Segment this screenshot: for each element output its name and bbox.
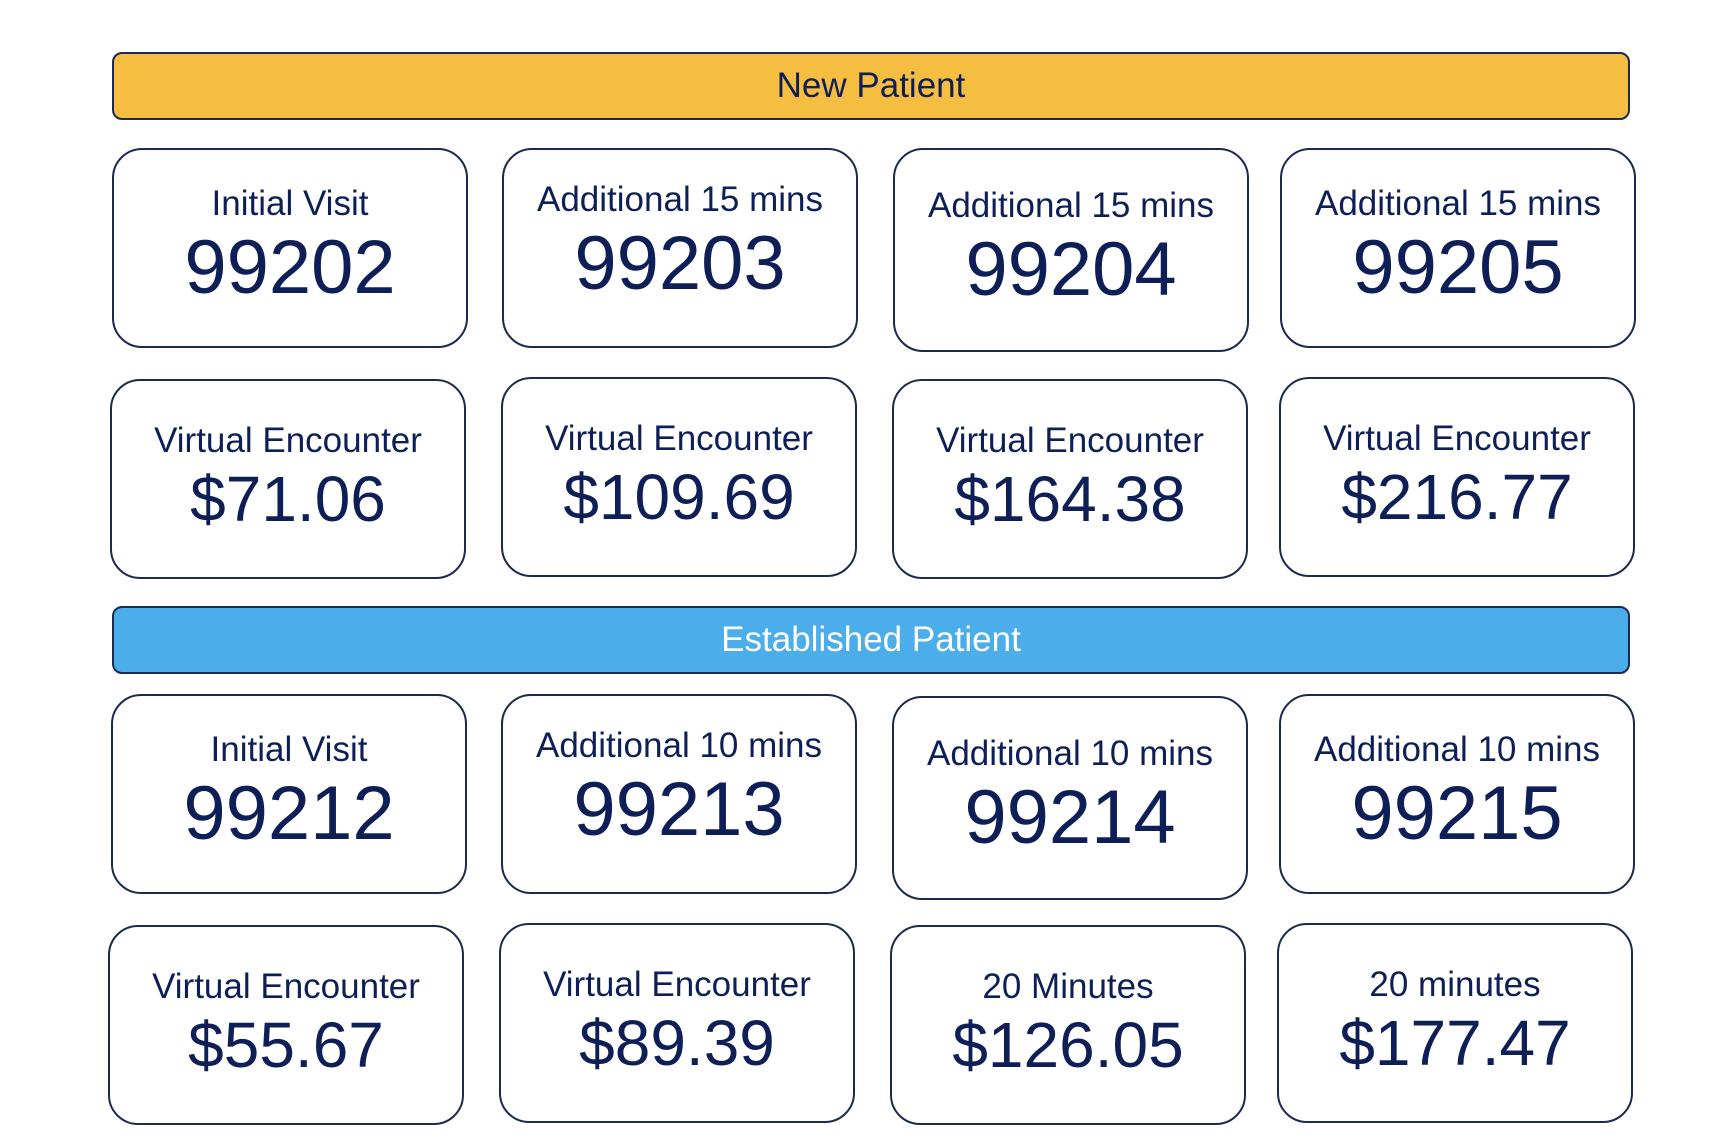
established-patient-code-card-4: Additional 10 mins 99215 — [1279, 694, 1635, 894]
card-label: Initial Visit — [210, 730, 368, 769]
established-patient-price-card-1: Virtual Encounter $55.67 — [108, 925, 464, 1125]
card-price: $55.67 — [188, 1009, 384, 1081]
card-label: Additional 10 mins — [536, 726, 822, 765]
card-code: 99215 — [1351, 771, 1563, 856]
new-patient-banner: New Patient — [112, 52, 1630, 120]
new-patient-title: New Patient — [776, 66, 966, 105]
card-code: 99214 — [964, 775, 1176, 860]
card-price: $109.69 — [563, 461, 795, 533]
card-label: Virtual Encounter — [543, 965, 811, 1004]
card-code: 99212 — [183, 771, 395, 856]
established-patient-code-card-2: Additional 10 mins 99213 — [501, 694, 857, 894]
card-price: $216.77 — [1341, 461, 1573, 533]
card-label: Additional 10 mins — [927, 734, 1213, 773]
card-label: 20 Minutes — [982, 967, 1154, 1006]
card-label: Virtual Encounter — [1323, 419, 1591, 458]
new-patient-price-card-2: Virtual Encounter $109.69 — [501, 377, 857, 577]
card-label: Additional 15 mins — [537, 180, 823, 219]
card-label: Initial Visit — [211, 184, 369, 223]
new-patient-code-card-4: Additional 15 mins 99205 — [1280, 148, 1636, 348]
card-label: Additional 15 mins — [928, 186, 1214, 225]
established-patient-title: Established Patient — [721, 620, 1021, 659]
card-price: $164.38 — [954, 463, 1186, 535]
card-label: Additional 15 mins — [1315, 184, 1601, 223]
new-patient-price-card-1: Virtual Encounter $71.06 — [110, 379, 466, 579]
card-price: $71.06 — [190, 463, 386, 535]
card-label: Virtual Encounter — [545, 419, 813, 458]
card-code: 99205 — [1352, 225, 1564, 310]
card-code: 99213 — [573, 767, 785, 852]
card-label: Virtual Encounter — [936, 421, 1204, 460]
established-patient-price-card-3: 20 Minutes $126.05 — [890, 925, 1246, 1125]
card-label: 20 minutes — [1369, 965, 1541, 1004]
card-label: Additional 10 mins — [1314, 730, 1600, 769]
established-patient-code-card-3: Additional 10 mins 99214 — [892, 696, 1248, 900]
new-patient-code-card-2: Additional 15 mins 99203 — [502, 148, 858, 348]
card-code: 99202 — [184, 225, 396, 310]
card-code: 99203 — [574, 221, 786, 306]
established-patient-price-card-4: 20 minutes $177.47 — [1277, 923, 1633, 1123]
new-patient-price-card-3: Virtual Encounter $164.38 — [892, 379, 1248, 579]
card-code: 99204 — [965, 227, 1177, 312]
card-label: Virtual Encounter — [154, 421, 422, 460]
card-price: $177.47 — [1339, 1007, 1571, 1079]
established-patient-code-card-1: Initial Visit 99212 — [111, 694, 467, 894]
new-patient-code-card-3: Additional 15 mins 99204 — [893, 148, 1249, 352]
new-patient-code-card-1: Initial Visit 99202 — [112, 148, 468, 348]
card-price: $126.05 — [952, 1009, 1184, 1081]
card-price: $89.39 — [579, 1007, 775, 1079]
established-patient-banner: Established Patient — [112, 606, 1630, 674]
established-patient-price-card-2: Virtual Encounter $89.39 — [499, 923, 855, 1123]
card-label: Virtual Encounter — [152, 967, 420, 1006]
new-patient-price-card-4: Virtual Encounter $216.77 — [1279, 377, 1635, 577]
